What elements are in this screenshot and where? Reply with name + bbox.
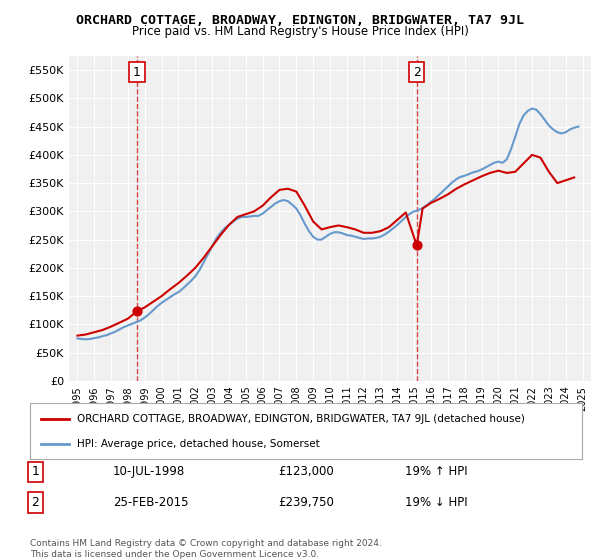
Text: 10-JUL-1998: 10-JUL-1998 [113, 465, 185, 478]
Text: 25-FEB-2015: 25-FEB-2015 [113, 496, 188, 509]
Text: Price paid vs. HM Land Registry's House Price Index (HPI): Price paid vs. HM Land Registry's House … [131, 25, 469, 38]
Text: 2: 2 [32, 496, 40, 509]
Text: £123,000: £123,000 [278, 465, 334, 478]
Text: 1: 1 [133, 66, 141, 79]
Text: 19% ↓ HPI: 19% ↓ HPI [406, 496, 468, 509]
Point [132, 307, 142, 316]
Text: ORCHARD COTTAGE, BROADWAY, EDINGTON, BRIDGWATER, TA7 9JL (detached house): ORCHARD COTTAGE, BROADWAY, EDINGTON, BRI… [77, 414, 525, 424]
Text: 19% ↑ HPI: 19% ↑ HPI [406, 465, 468, 478]
Text: ORCHARD COTTAGE, BROADWAY, EDINGTON, BRIDGWATER, TA7 9JL: ORCHARD COTTAGE, BROADWAY, EDINGTON, BRI… [76, 14, 524, 27]
Text: £239,750: £239,750 [278, 496, 334, 509]
Point [412, 241, 422, 250]
Text: HPI: Average price, detached house, Somerset: HPI: Average price, detached house, Some… [77, 438, 320, 449]
Text: 1: 1 [32, 465, 40, 478]
Text: 2: 2 [413, 66, 421, 79]
Text: Contains HM Land Registry data © Crown copyright and database right 2024.: Contains HM Land Registry data © Crown c… [30, 539, 382, 548]
Text: This data is licensed under the Open Government Licence v3.0.: This data is licensed under the Open Gov… [30, 550, 319, 559]
